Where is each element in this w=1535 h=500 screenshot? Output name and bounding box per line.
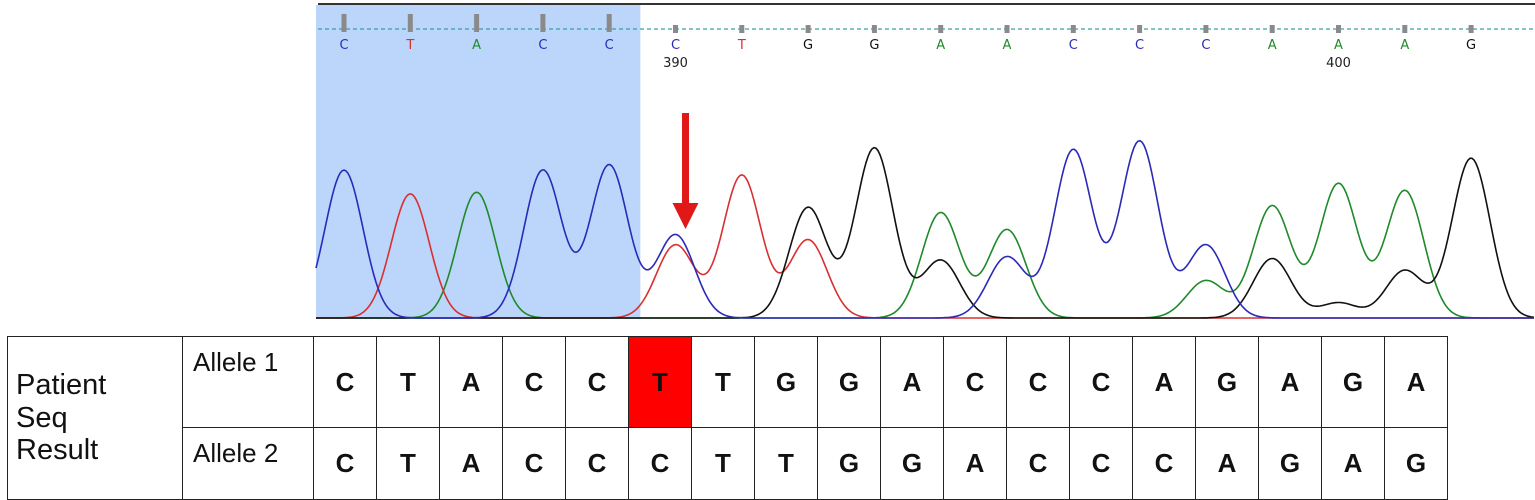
base-call-label: C [1069,38,1078,53]
allele1-base-cell: T [376,336,440,428]
base-call-label: G [869,38,879,53]
allele2-base-cell: G [817,427,881,500]
allele1-base-cell: A [880,336,944,428]
quality-tick [1004,25,1010,33]
quality-tick [540,14,546,32]
allele-2-label: Allele 2 [182,427,314,500]
base-call-label: C [339,38,348,53]
allele2-base-cell: T [691,427,755,500]
quality-tick [938,25,944,33]
quality-tick [1137,25,1143,33]
base-call-label: A [1400,38,1409,53]
base-call-label: T [737,38,746,53]
allele-1-label: Allele 1 [182,336,314,428]
chromatogram: C T A C C C T G G A A C C C A A A G 390 400 [315,3,1535,319]
allele1-base-cell: A [1258,336,1322,428]
allele1-base-cell: C [943,336,1007,428]
title-line-result: Result [16,434,99,467]
quality-ticks [341,14,1474,33]
allele1-base-cell: C [502,336,566,428]
allele2-base-cell: G [880,427,944,500]
quality-tick [805,25,811,33]
allele1-base-cell: T [691,336,755,428]
quality-tick [1336,25,1341,33]
position-labels: 390 400 [663,56,1351,71]
allele2-base-cell: C [628,427,692,500]
allele2-base-cell: G [1258,427,1322,500]
base-call-label: A [936,38,945,53]
allele1-base-cell: C [1006,336,1070,428]
arrow-head [672,203,699,229]
allele2-base-cell: A [1321,427,1385,500]
position-label: 390 [663,56,688,71]
quality-tick [341,14,347,32]
quality-tick [1269,25,1275,33]
allele1-base-cell: A [439,336,503,428]
quality-tick [606,14,612,32]
allele2-base-cell: A [1195,427,1259,500]
title-line-patient: Patient [16,368,107,401]
allele2-base-cell: G [1384,427,1448,500]
base-call-label: C [605,38,614,53]
allele1-base-cell: A [1132,336,1196,428]
trace-a [316,182,1534,319]
allele1-base-cell: C [313,336,377,428]
base-call-label: A [1003,38,1012,53]
table-title: Patient Seq Result [7,336,183,500]
quality-tick [871,25,877,33]
base-call-label: C [1135,38,1144,53]
quality-tick [474,14,480,32]
quality-tick [1468,25,1474,33]
allele1-base-cell: C [565,336,629,428]
allele1-base-cell: G [817,336,881,428]
quality-tick [407,14,413,32]
base-call-label: C [671,38,680,53]
base-call-label: G [803,38,813,53]
allele1-base-cell: G [1195,336,1259,428]
allele2-base-cell: A [439,427,503,500]
quality-tick [673,25,678,33]
quality-tick [1203,25,1209,33]
allele2-base-cell: A [943,427,1007,500]
red-arrow-icon [672,113,699,229]
trace-g [316,146,1535,319]
base-call-label: A [1334,38,1343,53]
quality-tick [1070,25,1076,33]
base-call-label: A [472,38,481,53]
allele2-base-cell: T [754,427,818,500]
allele2-base-cell: C [502,427,566,500]
traces [315,139,1535,319]
allele2-base-cell: C [313,427,377,500]
allele1-base-cell: A [1384,336,1448,428]
allele2-base-cell: T [376,427,440,500]
base-call-label: A [1268,38,1277,53]
title-line-seq: Seq [16,401,68,434]
allele2-base-cell: C [1132,427,1196,500]
allele2-base-cell: C [1006,427,1070,500]
base-call-label: C [1201,38,1210,53]
base-call-label: G [1466,38,1476,53]
allele1-base-cell: T [628,336,692,428]
allele2-base-cell: C [1069,427,1133,500]
allele1-base-cell: C [1069,336,1133,428]
highlight-region [316,5,641,319]
position-label: 400 [1326,56,1351,71]
allele1-base-cell: G [754,336,818,428]
trace-c [315,139,1534,319]
base-call-label: C [538,38,547,53]
base-call-label: T [405,38,414,53]
quality-tick [1402,25,1408,33]
allele2-base-cell: C [565,427,629,500]
quality-tick [739,25,745,33]
allele1-base-cell: G [1321,336,1385,428]
